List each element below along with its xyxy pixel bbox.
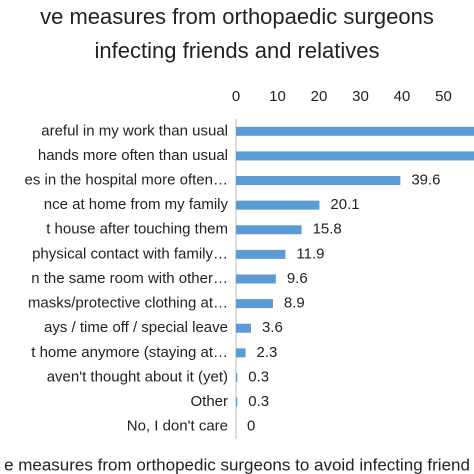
y-tick-label: physical contact with family…: [32, 245, 228, 262]
value-label: 2.3: [257, 344, 278, 361]
y-tick-label: ays / time off / special leave: [44, 319, 228, 336]
y-tick-label: No, I don't care: [127, 418, 228, 435]
bar: [236, 176, 401, 186]
y-tick-label: masks/protective clothing at…: [28, 295, 228, 312]
y-tick-label: hands more often than usual: [38, 147, 228, 164]
x-axis-label: e measures from orthopedic surgeons to a…: [4, 455, 470, 474]
bar: [236, 299, 273, 309]
value-label: 11.9: [296, 245, 324, 262]
value-label: 20.1: [330, 196, 359, 213]
chart-title: ve measures from orthopaedic surgeons: [40, 4, 434, 29]
x-tick-label: 50: [435, 88, 452, 105]
value-label: 15.8: [313, 221, 342, 238]
value-label: 9.6: [287, 270, 308, 287]
y-tick-label: t house after touching them: [46, 221, 228, 238]
bar: [236, 200, 320, 210]
y-tick-label: Other: [190, 393, 228, 410]
y-tick-label: n the same room with other…: [31, 270, 228, 287]
bar: [236, 249, 286, 259]
x-tick-label: 10: [269, 88, 286, 105]
bar: [236, 323, 251, 333]
value-label: 0.3: [248, 368, 269, 385]
bar: [236, 126, 474, 136]
y-tick-label: nce at home from my family: [44, 196, 229, 213]
value-label: 0.3: [248, 393, 269, 410]
y-tick-label: areful in my work than usual: [41, 122, 228, 139]
value-label: 3.6: [262, 319, 283, 336]
x-tick-label: 0: [232, 88, 240, 105]
bar: [236, 348, 246, 358]
value-label: 8.9: [284, 295, 305, 312]
x-tick-label: 40: [394, 88, 411, 105]
bar: [236, 397, 238, 407]
bar: [236, 225, 302, 235]
bar: [236, 274, 276, 284]
y-tick-label: t home anymore (staying at…: [31, 344, 228, 361]
chart-title: infecting friends and relatives: [95, 38, 380, 63]
value-label: 39.6: [411, 172, 440, 189]
bar: [236, 151, 474, 161]
x-tick-label: 20: [311, 88, 328, 105]
x-tick-label: 30: [352, 88, 369, 105]
bar: [236, 372, 238, 382]
value-label: 0: [247, 418, 255, 435]
y-tick-label: aven't thought about it (yet): [47, 368, 228, 385]
y-tick-label: es in the hospital more often…: [25, 172, 228, 189]
